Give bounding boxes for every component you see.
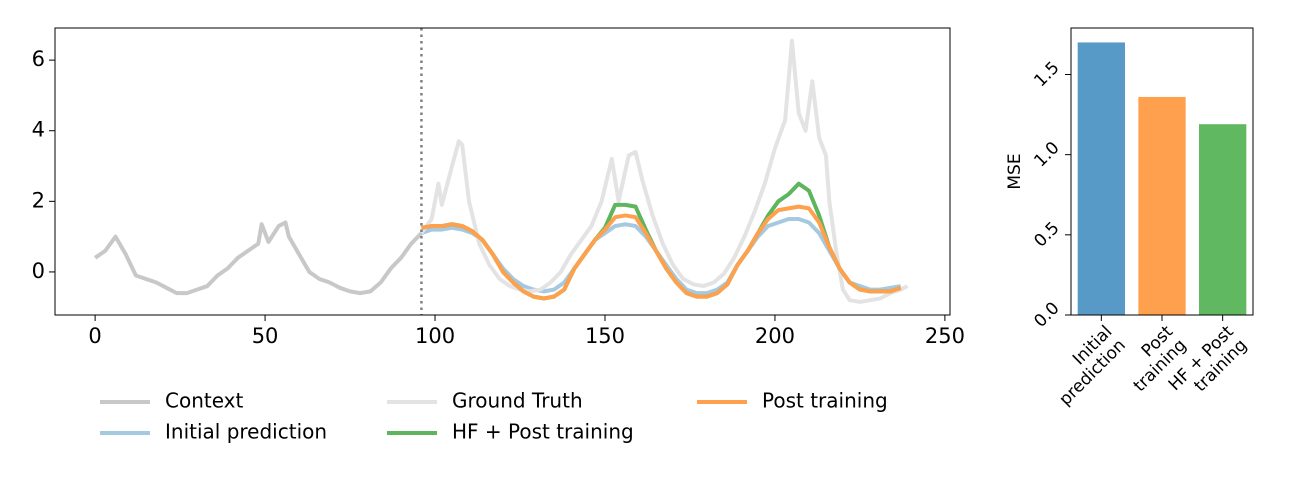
series-line <box>421 204 902 301</box>
y-tick-label: 0.0 <box>1030 298 1063 331</box>
y-tick-label: 0 <box>32 259 45 283</box>
bar <box>1077 42 1125 315</box>
plot-frame <box>54 27 951 316</box>
x-tick-label: 0 <box>88 324 101 348</box>
bar <box>1199 124 1247 316</box>
plot-frame <box>1070 27 1254 316</box>
series-line <box>93 220 423 296</box>
legend-label: Context <box>165 389 244 413</box>
y-tick-label: 0.5 <box>1030 218 1063 251</box>
x-tick-label: 100 <box>415 324 455 348</box>
y-tick-label: 6 <box>32 47 45 71</box>
series-line <box>419 38 909 304</box>
x-tick-label: 50 <box>252 324 279 348</box>
y-tick-label: 2 <box>32 188 45 212</box>
legend-label: Post training <box>762 389 888 413</box>
legend-label: Ground Truth <box>452 389 583 413</box>
y-tick-label: 4 <box>32 118 45 142</box>
legend-label: Initial prediction <box>165 420 327 444</box>
x-tick-label: 150 <box>585 324 625 348</box>
x-tick-label: Initialprediction <box>1042 322 1130 410</box>
x-tick-label: 250 <box>925 324 965 348</box>
y-tick-label: 1.0 <box>1030 138 1063 171</box>
y-axis-label: MSE <box>1005 153 1025 189</box>
x-tick-label: 200 <box>755 324 795 348</box>
bar <box>1138 96 1186 315</box>
x-tick-label: HF + Posttraining <box>1165 322 1252 409</box>
y-tick-label: 1.5 <box>1030 58 1063 91</box>
legend-label: HF + Post training <box>452 420 634 444</box>
